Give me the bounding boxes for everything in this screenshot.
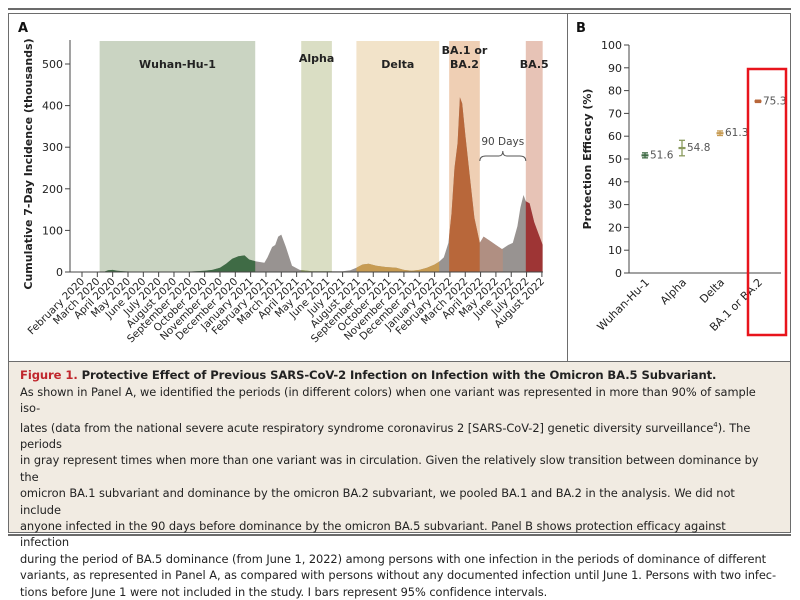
caption-line: As shown in Panel A, we identified the p… [20,385,756,416]
panel-b: B 0 10 20 30 40 50 60 70 80 90 100 Protection Effic… [567,14,791,361]
y-tick-label: 40 [608,176,622,189]
value-label: 54.8 [687,142,710,154]
variant-label: Alpha [299,52,334,65]
ninety-days-annotation: 90 Days [481,136,524,148]
panel-a-label: A [18,21,29,36]
y-tick-label: 0 [56,266,63,279]
variant-band-alpha [301,41,332,272]
y-tick-label: 300 [42,141,63,154]
y-tick-label: 20 [608,221,622,234]
y-tick-label: 100 [42,224,63,237]
panel-b-chart: 0 10 20 30 40 50 60 70 80 90 100 Protection Efficac… [581,39,788,337]
figure-caption: Figure 1. Protective Effect of Previous … [9,361,790,599]
figure-frame: A 0 100 200 300 400 500 Cumulative 7-Day Incid… [8,13,791,599]
variant-label: Delta [381,58,414,71]
reference-superscript: 4 [713,420,718,429]
caption-line: in gray represent times when more than o… [20,453,759,484]
highlight-box [746,67,788,337]
y-tick-label: 60 [608,130,622,143]
y-tick-label: 90 [608,62,622,75]
y-tick-label: 80 [608,85,622,98]
variant-label: BA.1 or [442,44,488,57]
x-tick-label: Wuhan-Hu-1 [595,276,653,334]
panel-b-label: B [576,21,586,36]
y-tick-label: 0 [615,267,622,280]
panel-a: A 0 100 200 300 400 500 Cumulative 7-Day Incid… [9,14,567,361]
bottom-rule [8,534,791,536]
x-tick-label: Delta [697,276,727,306]
caption-line: omicron BA.1 subvariant and dominance by… [20,486,735,517]
y-tick-label: 10 [608,244,622,257]
value-label: 61.3 [725,127,748,139]
top-rule [8,8,791,10]
y-axis-title: Cumulative 7-Day Incidence (thousands) [22,38,35,289]
figure-number: Figure 1. [20,368,78,382]
value-label: 51.6 [650,149,674,161]
caption-title: Figure 1. Protective Effect of Previous … [20,367,778,383]
x-tick-label: Alpha [658,276,689,307]
caption-line: tions before June 1 were not included in… [20,584,548,599]
caption-body: As shown in Panel A, we identified the p… [20,384,778,600]
variant-label: BA.5 [520,58,549,71]
y-tick-label: 70 [608,107,622,120]
caption-line: during the period of BA.5 dominance (fro… [20,551,767,566]
y-tick-label: 400 [42,100,63,113]
caption-line: lates (data from the national severe acu… [20,420,751,452]
y-tick-label: 100 [601,39,622,52]
y-tick-label: 200 [42,183,63,196]
figure-title: Protective Effect of Previous SARS-CoV-2… [81,368,717,382]
variant-label: BA.2 [450,58,479,71]
ninety-days-brace [479,150,527,162]
y-tick-label: 500 [42,58,63,71]
variant-band-wuhan-hu-1 [99,41,256,272]
y-axis-title: Protection Efficacy (%) [581,89,594,230]
y-tick-label: 50 [608,153,622,166]
value-label: 75.3 [763,95,786,107]
caption-line: variants, as represented in Panel A, as … [20,568,777,583]
y-tick-label: 30 [608,199,622,212]
panel-a-chart: 0 100 200 300 400 500 Cumulative 7-Day Inciden… [22,38,549,345]
variant-label: Wuhan-Hu-1 [139,58,216,71]
variant-band-delta [356,41,440,272]
